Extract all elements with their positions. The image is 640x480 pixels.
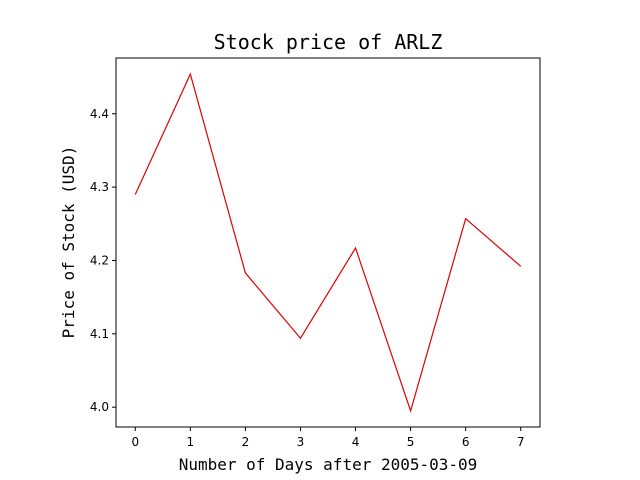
price-line bbox=[134, 72, 522, 413]
data-point bbox=[355, 247, 356, 248]
y-tick-label: 4.1 bbox=[90, 327, 109, 341]
data-point bbox=[465, 218, 466, 219]
y-tick-label: 4.2 bbox=[90, 253, 109, 267]
data-point bbox=[410, 410, 411, 411]
y-tick-label: 4.3 bbox=[90, 180, 109, 194]
series-layer bbox=[134, 72, 522, 413]
data-point bbox=[190, 74, 191, 75]
x-axis-label: Number of Days after 2005-03-09 bbox=[179, 455, 478, 474]
x-tick-label: 6 bbox=[462, 435, 470, 449]
x-tick-label: 1 bbox=[187, 435, 195, 449]
x-tick-label: 4 bbox=[352, 435, 360, 449]
data-point bbox=[245, 272, 246, 273]
x-axis: 0 1 2 3 4 5 6 7 bbox=[131, 427, 525, 449]
y-tick-label: 4.0 bbox=[90, 400, 109, 414]
data-point bbox=[135, 194, 136, 195]
y-tick-label: 4.4 bbox=[90, 107, 109, 121]
chart-title: Stock price of ARLZ bbox=[214, 30, 443, 54]
x-tick-label: 7 bbox=[517, 435, 525, 449]
y-axis-label: Price of Stock (USD) bbox=[59, 146, 78, 339]
data-point bbox=[520, 266, 521, 267]
x-tick-label: 5 bbox=[407, 435, 415, 449]
x-tick-label: 3 bbox=[297, 435, 305, 449]
y-axis: 4.0 4.1 4.2 4.3 4.4 bbox=[90, 107, 116, 414]
data-point bbox=[300, 338, 301, 339]
plot-area bbox=[115, 57, 541, 428]
x-tick-label: 2 bbox=[242, 435, 250, 449]
x-tick-label: 0 bbox=[131, 435, 139, 449]
